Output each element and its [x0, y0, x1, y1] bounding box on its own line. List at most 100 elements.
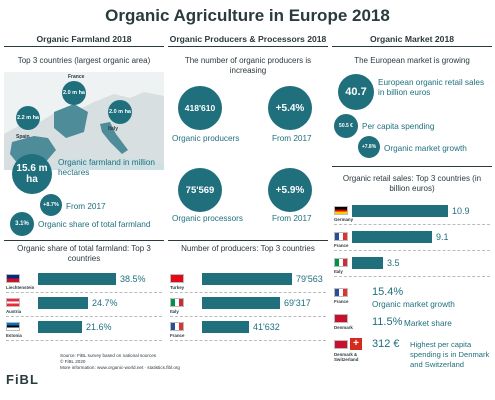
bar-value-label: 69'317 — [284, 298, 311, 308]
bar-value-label: 79'563 — [296, 274, 323, 284]
highlight-country-2: Denmark — [334, 325, 353, 330]
producer-bars-title: Number of producers: Top 3 countries — [181, 244, 315, 253]
flag-germany — [334, 206, 348, 215]
bar — [202, 273, 292, 285]
market-growth-label: Organic market growth — [384, 144, 467, 153]
bar-value-label: 3.5 — [387, 258, 400, 268]
bar-value-label: 10.9 — [452, 206, 470, 216]
bar-country-label: France — [334, 243, 349, 248]
farmland-column: Organic Farmland 2018 Top 3 countries (l… — [4, 34, 164, 346]
bar — [352, 205, 448, 217]
map-label-italy: Italy — [108, 126, 119, 132]
market-divider — [332, 166, 492, 167]
processors-label: Organic processors — [172, 214, 243, 223]
bar-country-label: France — [170, 333, 185, 338]
page-title: Organic Agriculture in Europe 2018 — [105, 6, 390, 25]
bar — [38, 273, 116, 285]
bar — [202, 321, 249, 333]
bar — [202, 297, 280, 309]
market-column: Organic Market 2018 The European market … — [332, 34, 492, 369]
sales-bars-title: Organic retail sales: Top 3 countries (i… — [342, 174, 482, 193]
farmland-growth-label: From 2017 — [66, 202, 106, 211]
per-capita-circle: 50.5 € — [334, 114, 358, 138]
bar-guide-line — [334, 224, 490, 225]
farmland-growth-circle: +8.7% — [40, 194, 62, 216]
flag-france — [170, 322, 184, 331]
bar-value-label: 41'632 — [253, 322, 280, 332]
flag-turkey — [170, 274, 184, 283]
processors-circle: 75'569 — [178, 168, 222, 212]
map-bubble-italy: 2.0 m ha — [108, 100, 132, 124]
flag-france-2 — [334, 288, 348, 297]
bar — [38, 297, 88, 309]
footer-line-copyright: © FiBL 2020 — [60, 359, 86, 364]
highlight-label-2: Market share — [404, 319, 452, 328]
fibl-logo: FiBL — [6, 372, 39, 387]
bar-guide-line — [170, 316, 326, 317]
bar-country-label: Germany — [334, 217, 354, 222]
highlight-value-1: 15.4% — [372, 286, 404, 298]
market-growth-circle: +7.8% — [358, 136, 380, 158]
map-bubble-spain: 2.2 m ha — [16, 106, 40, 130]
map-label-spain: Spain — [16, 134, 30, 140]
market-heading: Organic Market 2018 — [332, 34, 492, 47]
bar-guide-line — [170, 292, 326, 293]
bar-guide-line — [6, 316, 162, 317]
footer-source: Source: FiBL survey based on national so… — [60, 353, 180, 371]
producers-heading: Organic Producers & Processors 2018 — [168, 34, 328, 47]
flag-liechtenstein — [6, 274, 20, 283]
flag-switzerland: + — [350, 338, 362, 350]
bar-country-label: Estonia — [6, 333, 22, 338]
bar-guide-line — [334, 276, 490, 277]
highlight-value-3: 312 € — [372, 338, 400, 350]
highlight-value-2: 11.5% — [372, 316, 403, 328]
farmland-heading: Organic Farmland 2018 — [4, 34, 164, 47]
bar-value-label: 9.1 — [436, 232, 449, 242]
bar-country-label: Italy — [334, 269, 343, 274]
footer-line-source: Source: FiBL survey based on national so… — [60, 353, 157, 358]
bar-country-label: Liechtenstein — [6, 285, 35, 290]
highlight-label-1: Organic market growth — [372, 300, 455, 309]
flag-estonia — [6, 322, 20, 331]
bar — [38, 321, 82, 333]
producers-subtitle: The number of organic producers is incre… — [184, 56, 312, 75]
share-circle: 3.1% — [10, 212, 34, 236]
highlight-country-3: Denmark & Switzerland — [334, 352, 359, 362]
flag-denmark — [334, 314, 348, 323]
top3-area-title: Top 3 countries (largest organic area) — [17, 56, 151, 65]
per-capita-label: Per capita spending — [362, 122, 435, 131]
highlight-label-3: Highest per capita spending is in Denmar… — [410, 340, 490, 369]
flag-italy — [334, 258, 348, 267]
producers-growth-circle: +5.4% — [268, 86, 312, 130]
processors-growth-label: From 2017 — [272, 214, 312, 223]
producers-circle: 418'610 — [178, 86, 222, 130]
share-bars-title: Organic share of total farmland: Top 3 c… — [17, 244, 151, 263]
bar-value-label: 21.6% — [86, 322, 112, 332]
farmland-circle: 15.6 m ha — [12, 154, 52, 194]
retail-label: European organic retail sales in billion… — [378, 78, 485, 97]
bar-guide-line — [6, 292, 162, 293]
bar-country-label: Turkey — [170, 285, 185, 290]
bar-value-label: 38.5% — [120, 274, 146, 284]
bar-guide-line — [6, 340, 162, 341]
processors-growth-circle: +5.9% — [268, 168, 312, 212]
flag-france — [334, 232, 348, 241]
producers-column: Organic Producers & Processors 2018 The … — [168, 34, 328, 346]
bar-guide-line — [170, 340, 326, 341]
farmland-label: Organic farmland in million hectares — [58, 158, 155, 177]
bar-country-label: Italy — [170, 309, 179, 314]
flag-denmark-2 — [334, 340, 348, 349]
bar — [352, 231, 432, 243]
bar-value-label: 24.7% — [92, 298, 118, 308]
highlight-country-1: France — [334, 299, 349, 304]
map-label-france: France — [68, 74, 85, 80]
flag-italy — [170, 298, 184, 307]
share-label: Organic share of total farmland — [38, 220, 151, 229]
map-bubble-france: 2.0 m ha — [62, 81, 86, 105]
producers-divider — [168, 240, 328, 241]
producers-label: Organic producers — [172, 134, 240, 143]
flag-austria — [6, 298, 20, 307]
market-subtitle: The European market is growing — [354, 56, 470, 65]
farmland-divider — [4, 240, 164, 241]
bar — [352, 257, 383, 269]
